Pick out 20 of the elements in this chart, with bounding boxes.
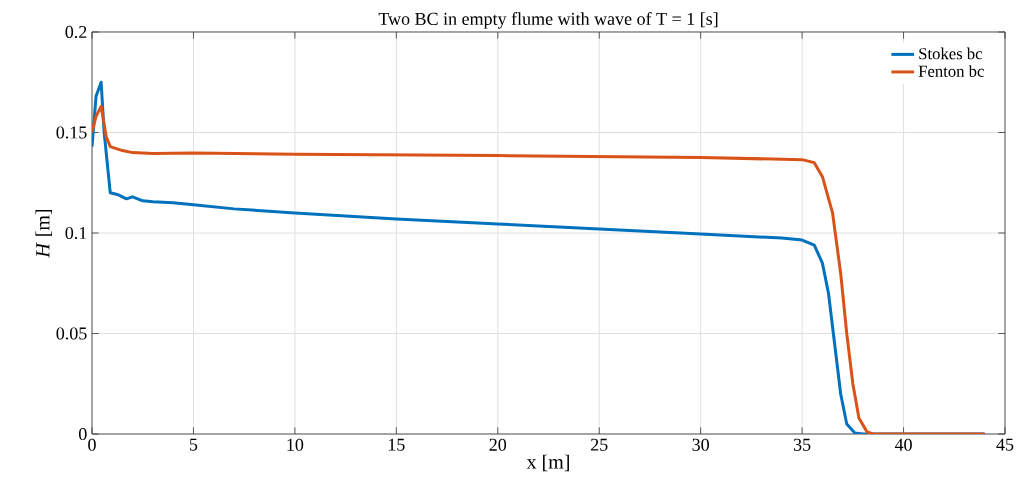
x-tick-label: 45 [996,438,1014,451]
y-axis-title: H [m] [35,209,53,258]
y-tick-label: 0.1 [65,226,87,240]
x-tick-label: 35 [793,438,811,451]
y-tick-label: 0.2 [65,25,87,39]
x-axis-title: x [m] [526,454,569,472]
x-tick-label: 10 [287,438,304,451]
chart-title: Two BC in empty flume with wave of T = 1 [s] [378,12,718,29]
legend-label: Stokes bc [919,47,983,60]
legend-label: Fenton bc [918,65,984,77]
x-tick-label: 5 [189,438,198,451]
y-tick-label: 0.05 [56,327,87,340]
y-tick-label: 0 [78,427,87,441]
x-tick-label: 30 [692,438,709,451]
x-tick-label: 40 [894,438,912,451]
x-tick-label: 20 [489,438,507,451]
x-tick-label: 15 [388,438,405,451]
y-tick-label: 0.15 [56,126,87,139]
x-tick-label: 0 [88,438,96,451]
x-tick-label: 25 [591,438,608,451]
